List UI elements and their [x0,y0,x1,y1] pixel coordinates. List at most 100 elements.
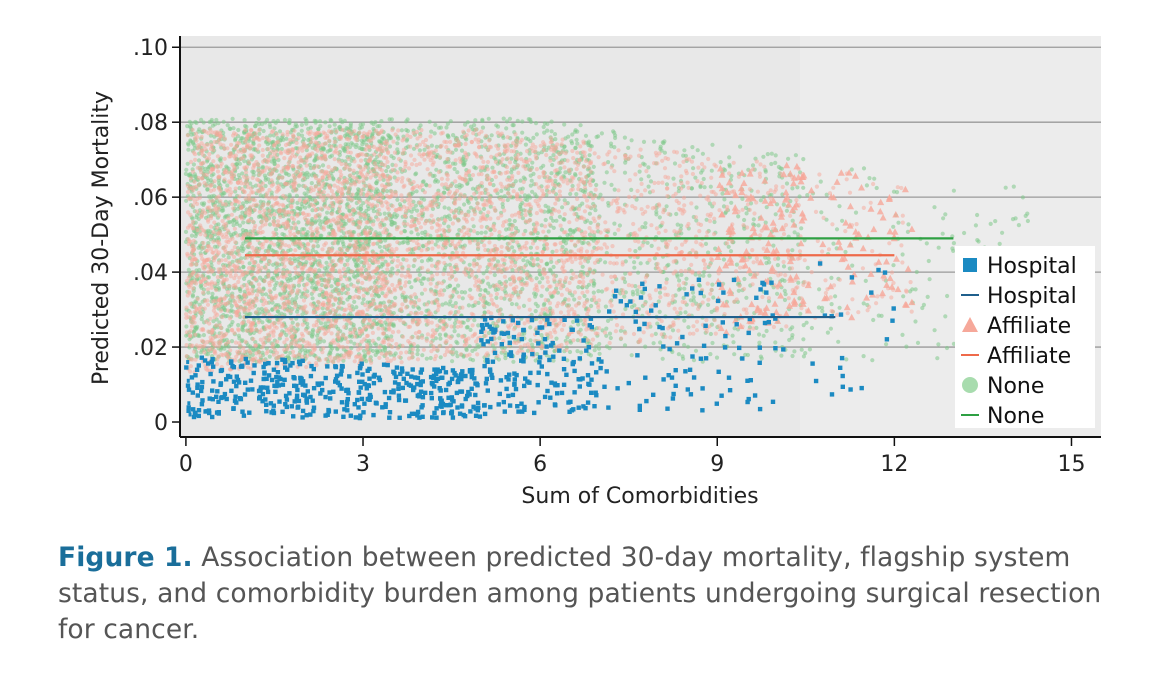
none-point [681,295,686,300]
none-point [419,291,425,296]
none-point [528,212,533,217]
affiliate-point [843,229,848,234]
none-point [343,221,348,226]
none-point [1000,230,1005,235]
affiliate-point [428,281,433,286]
none-point [570,293,575,298]
none-point [836,339,841,344]
none-point [884,342,889,347]
none-point [646,165,651,170]
none-point [409,285,414,290]
none-point [704,217,709,222]
none-point [761,333,766,338]
none-point [543,203,548,208]
none-point [666,262,671,267]
none-point [549,119,554,124]
none-point [828,326,834,331]
none-point [468,327,473,332]
none-point [579,350,584,355]
none-point [446,224,451,229]
none-point [591,290,596,295]
none-point [684,276,689,281]
none-point [307,162,312,168]
affiliate-point [508,264,514,270]
none-point [459,290,464,295]
none-point [432,179,438,184]
none-point [790,248,795,253]
none-point [384,168,389,174]
affiliate-point [583,174,589,180]
none-point [790,353,795,359]
none-point [209,173,214,178]
none-point [702,185,707,190]
affiliate-point [475,201,480,206]
none-point [694,205,699,210]
none-point [320,306,325,311]
none-point [233,202,238,207]
none-point [708,331,714,337]
none-point [296,183,302,188]
none-point [472,123,477,128]
none-point [374,181,379,186]
none-point [676,352,682,357]
affiliate-point [483,247,488,253]
none-point [501,135,506,140]
none-point [773,340,778,345]
affiliate-point [374,304,379,309]
none-point [900,252,905,257]
none-point [575,349,580,354]
affiliate-point [706,156,711,162]
none-point [660,356,665,361]
none-point [317,268,322,273]
none-point [530,160,535,165]
affiliate-point [365,307,370,312]
none-point [395,213,400,218]
none-point [387,117,392,122]
none-point [622,170,628,175]
affiliate-point [343,335,349,341]
affiliate-point [407,166,412,171]
affiliate-point [275,261,280,266]
none-point [583,133,589,138]
affiliate-point [457,156,462,161]
none-point [581,240,586,245]
none-point [891,224,896,229]
none-point [310,327,316,333]
none-point [450,359,455,364]
none-point [831,241,836,246]
none-point [237,223,243,228]
none-point [360,122,366,127]
none-point [540,276,545,281]
none-point [360,142,365,147]
none-point [905,229,911,234]
affiliate-point [222,285,227,290]
none-point [722,197,727,202]
none-point [608,335,613,341]
none-point [695,148,700,153]
none-point [769,151,774,156]
none-point [712,219,717,225]
affiliate-point [237,194,242,199]
none-point [442,288,447,293]
affiliate-point [430,263,435,268]
none-point [260,164,265,169]
none-point [618,328,624,333]
none-point [377,244,382,249]
none-point [558,166,563,171]
none-point [805,193,810,198]
none-point [319,321,324,326]
none-point [792,349,797,354]
none-point [936,342,941,347]
affiliate-point [540,284,545,289]
none-point [275,241,280,246]
none-point [183,229,189,234]
none-point [452,321,458,326]
none-point [631,292,636,297]
none-point [531,135,536,140]
none-point [652,139,657,144]
none-point [221,253,226,258]
none-point [798,311,803,316]
affiliate-point [371,222,376,227]
none-point [486,290,491,295]
none-point [525,163,531,168]
